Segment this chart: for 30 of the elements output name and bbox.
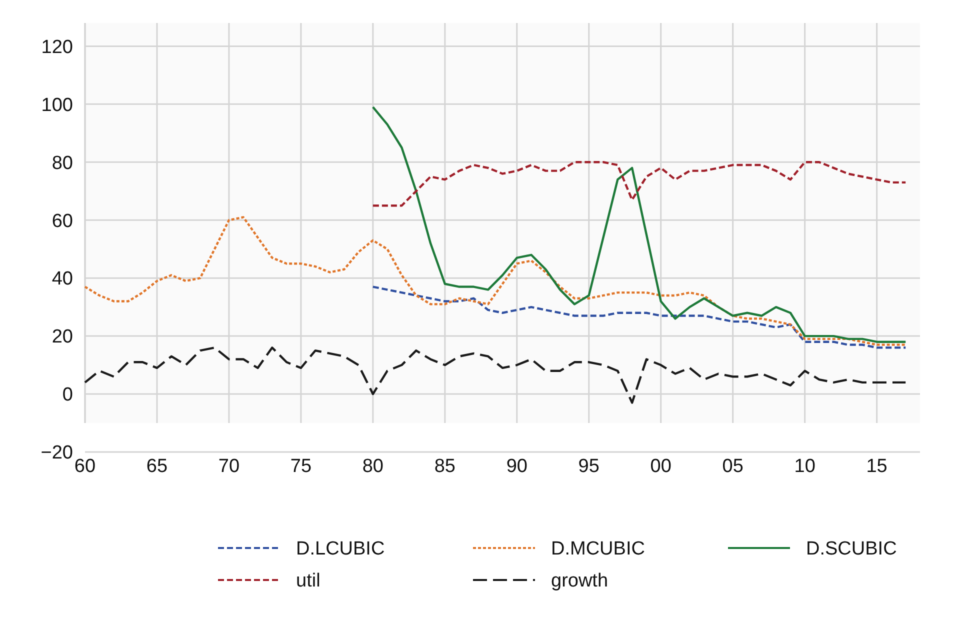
legend-label: D.LCUBIC	[296, 538, 385, 560]
x-tick-label: 60	[74, 456, 96, 477]
line-series	[372, 106, 907, 343]
x-tick-label: 90	[506, 456, 528, 477]
x-tick-label: 05	[722, 456, 744, 477]
x-tick-label: 85	[434, 456, 456, 477]
legend-label: growth	[551, 570, 608, 592]
x-tick-label: 75	[290, 456, 312, 477]
y-tick-label: 120	[41, 36, 73, 58]
line-series	[372, 286, 907, 349]
x-tick-label: 15	[866, 456, 888, 477]
y-tick-label: 20	[52, 326, 73, 348]
x-tick-label: 10	[794, 456, 816, 477]
legend-label: D.MCUBIC	[551, 538, 645, 560]
y-tick-label: −20	[40, 442, 73, 464]
y-tick-label: 60	[52, 210, 73, 232]
legend-label: D.SCUBIC	[806, 538, 897, 560]
y-tick-label: 100	[41, 94, 73, 116]
y-tick-label: 40	[52, 268, 73, 290]
y-tick-label: 0	[62, 384, 73, 406]
x-tick-label: 70	[218, 456, 240, 477]
x-tick-label: 95	[578, 456, 600, 477]
y-tick-label: 80	[52, 152, 73, 174]
x-tick-label: 00	[650, 456, 672, 477]
line-series	[84, 346, 907, 404]
x-tick-label: 65	[146, 456, 168, 477]
line-series	[84, 216, 907, 346]
legend-label: util	[296, 570, 320, 592]
line-series	[372, 161, 907, 207]
x-tick-label: 80	[362, 456, 384, 477]
